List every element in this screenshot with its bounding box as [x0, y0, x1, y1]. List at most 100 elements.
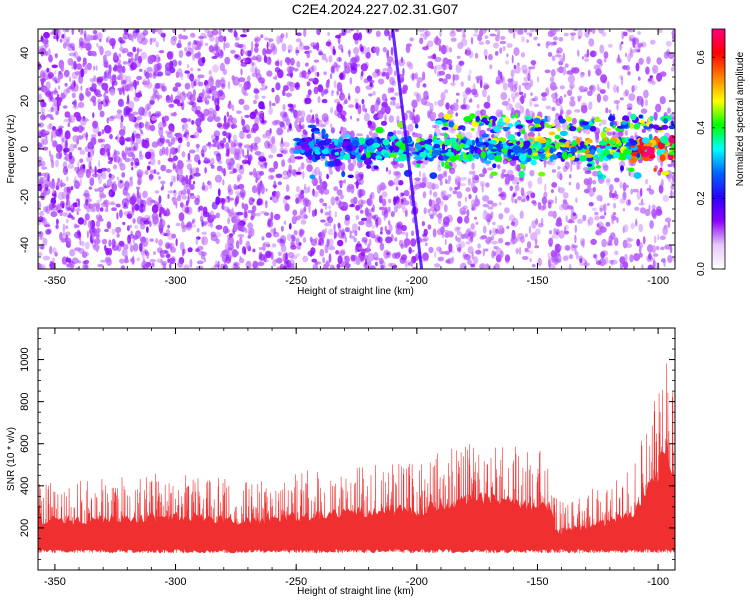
noise-blob [354, 98, 359, 104]
noise-blob [257, 57, 262, 63]
signal-blob [438, 155, 442, 160]
noise-blob [293, 230, 298, 236]
noise-blob [636, 240, 641, 246]
noise-blob [622, 208, 626, 212]
signal-blob [590, 148, 596, 156]
noise-blob [54, 70, 57, 75]
noise-blob [74, 166, 79, 172]
noise-blob [299, 208, 304, 215]
y-tick-label: 600 [19, 435, 31, 453]
noise-blob [39, 210, 44, 217]
noise-blob [295, 186, 301, 193]
noise-blob [508, 97, 511, 103]
noise-blob [672, 256, 675, 263]
noise-blob [553, 36, 558, 41]
noise-blob [330, 65, 335, 74]
noise-blob [277, 251, 282, 257]
noise-blob [62, 166, 69, 176]
noise-blob [218, 198, 226, 203]
noise-blob [215, 135, 220, 141]
noise-blob [653, 253, 659, 257]
noise-blob [283, 85, 289, 91]
noise-blob [88, 186, 93, 190]
noise-blob [268, 59, 272, 66]
noise-blob [197, 68, 201, 72]
noise-blob [298, 166, 302, 171]
noise-blob [344, 65, 351, 74]
signal-blob [434, 120, 444, 125]
noise-blob [178, 212, 185, 222]
noise-blob [164, 250, 169, 254]
noise-blob [221, 204, 224, 210]
noise-blob [174, 132, 182, 137]
noise-blob [388, 115, 394, 123]
signal-blob [300, 143, 310, 151]
signal-blob [653, 144, 659, 149]
noise-blob [275, 173, 283, 179]
noise-blob [263, 161, 268, 166]
noise-blob [514, 184, 520, 192]
noise-blob [640, 187, 643, 197]
noise-blob [447, 109, 454, 115]
noise-blob [394, 92, 400, 96]
noise-blob [196, 42, 202, 51]
noise-blob [578, 85, 586, 92]
noise-blob [358, 226, 361, 231]
noise-blob [393, 177, 400, 186]
noise-blob [268, 143, 273, 149]
noise-blob [145, 151, 152, 160]
noise-blob [273, 213, 281, 221]
noise-blob [169, 147, 177, 155]
noise-blob [279, 263, 284, 269]
noise-blob [119, 40, 126, 44]
noise-blob [267, 217, 272, 227]
noise-blob [543, 191, 548, 198]
noise-blob [122, 248, 128, 257]
noise-blob [177, 160, 184, 170]
noise-blob [96, 76, 104, 83]
signal-blob [387, 131, 394, 137]
noise-blob [428, 198, 433, 207]
noise-blob [614, 250, 619, 256]
signal-blob [629, 122, 634, 129]
noise-blob [208, 45, 214, 53]
noise-blob [482, 225, 487, 234]
noise-blob [622, 191, 627, 201]
noise-blob [38, 61, 41, 71]
noise-blob [41, 111, 45, 119]
noise-blob [511, 84, 517, 93]
noise-blob [48, 109, 55, 113]
noise-blob [252, 167, 257, 178]
noise-blob [217, 91, 220, 99]
signal-blob [606, 154, 614, 159]
signal-blob [512, 145, 521, 153]
noise-blob [146, 197, 153, 206]
noise-blob [183, 29, 186, 33]
noise-blob [197, 51, 201, 58]
signal-blob [551, 123, 555, 127]
noise-blob [187, 194, 190, 204]
noise-blob [474, 52, 479, 59]
noise-blob [77, 260, 82, 264]
noise-blob [95, 220, 101, 228]
signal-blob [406, 135, 412, 144]
noise-blob [97, 218, 104, 222]
noise-blob [136, 192, 142, 199]
noise-blob [484, 35, 489, 39]
signal-blob [334, 151, 340, 156]
noise-blob [568, 263, 572, 269]
noise-blob [153, 70, 159, 76]
noise-blob [293, 104, 297, 109]
noise-blob [108, 38, 116, 46]
noise-blob [71, 257, 79, 265]
noise-blob [252, 264, 256, 268]
noise-blob [295, 237, 300, 246]
noise-blob [396, 115, 400, 124]
noise-blob [349, 130, 355, 139]
noise-blob [637, 76, 641, 81]
noise-blob [592, 186, 597, 193]
noise-blob [598, 29, 605, 34]
noise-blob [191, 105, 198, 112]
noise-blob [50, 261, 56, 269]
noise-blob [96, 199, 101, 208]
